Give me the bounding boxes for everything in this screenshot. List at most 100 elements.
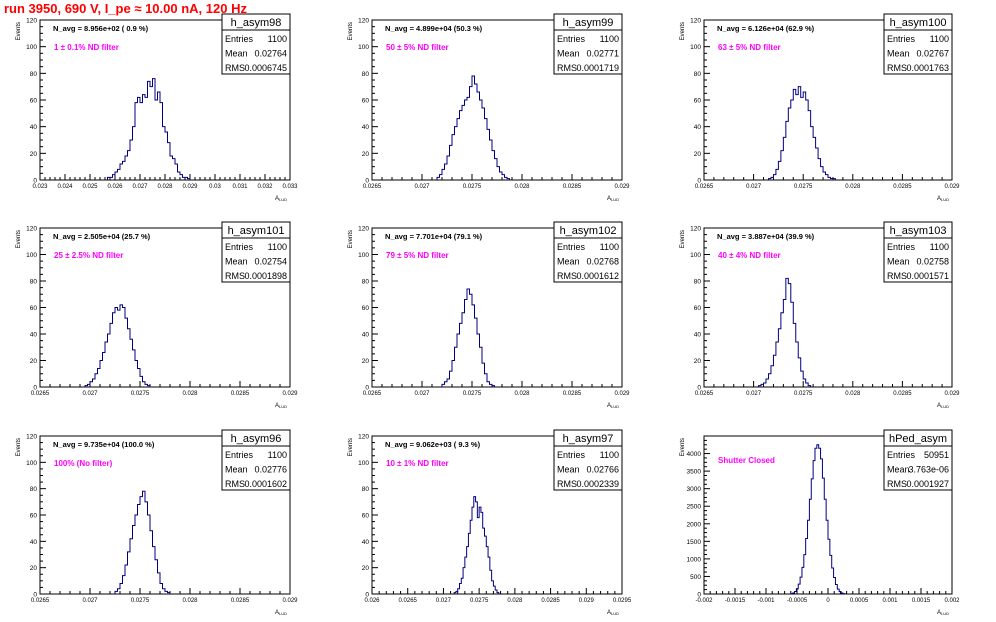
filter-label: Shutter Closed [718, 456, 775, 465]
y-tick-label: 120 [26, 18, 37, 25]
filter-label: 100% (No filter) [54, 459, 113, 468]
histogram-outline [441, 288, 495, 387]
histogram-panel-h_asym96: 0 20 40 60 80 100 120 0.0265 0.027 0.0275 0.028 0.0… [16, 429, 298, 616]
y-tick-label: 0 [33, 592, 37, 599]
y-tick-label: 80 [30, 71, 38, 78]
stats-value: 1100 [930, 242, 949, 252]
x-tick-label: 0.0285 [893, 391, 912, 397]
y-tick-label: 3000 [687, 486, 702, 493]
y-tick-label: 80 [30, 486, 38, 493]
stats-key: Mean [557, 49, 580, 59]
y-tick-label: 100 [26, 252, 37, 259]
stats-key: Entries [225, 242, 254, 252]
y-tick-label: 60 [30, 513, 38, 520]
stats-value: 1100 [268, 242, 287, 252]
x-tick-label: 0 [826, 598, 830, 604]
stats-value: 0.0001719 [576, 63, 619, 73]
x-tick-label: 0.028 [514, 184, 530, 190]
x-tick-label: 0.0285 [231, 598, 250, 604]
x-tick-label: 0.027 [746, 391, 762, 397]
y-tick-label: 20 [30, 565, 38, 572]
x-tick-label: 0.001 [882, 598, 898, 604]
x-tick-label: 0.028 [845, 184, 861, 190]
stats-value: 0.02764 [254, 49, 287, 59]
y-tick-label: 120 [358, 226, 369, 233]
histogram-outline [84, 304, 151, 387]
stats-value: 0.02758 [916, 257, 949, 267]
x-axis-subscript: LUD [611, 404, 619, 409]
x-tick-label: 0.028 [182, 598, 198, 604]
navg-label: N_avg = 6.126e+04 (62.9 %) [717, 24, 815, 33]
y-tick-label: 100 [358, 252, 369, 259]
x-axis-subscript: LUD [941, 404, 949, 409]
x-axis-label: ALUD [607, 196, 619, 202]
stats-key: Entries [557, 450, 586, 460]
stats-box [553, 445, 623, 491]
x-tick-label: 0.031 [232, 184, 248, 190]
stats-box [883, 445, 953, 491]
navg-label: N_avg = 7.701e+04 (79.1 %) [385, 232, 483, 241]
histogram-outline [114, 490, 171, 594]
y-tick-label: 100 [358, 460, 369, 467]
stats-box [221, 237, 291, 283]
x-tick-label: 0.033 [282, 184, 298, 190]
stats-box [221, 445, 291, 491]
navg-label: N_avg = 3.887e+04 (39.9 %) [717, 232, 815, 241]
y-tick-label: 0 [365, 178, 369, 185]
y-tick-label: 80 [694, 279, 702, 286]
histogram-panel-h_asym98: 0 20 40 60 80 100 120 0.023 0.024 0.025 0.026 0.027… [16, 13, 298, 202]
x-tick-label: 0.0265 [31, 598, 50, 604]
filter-label: 40 ± 4% ND filter [718, 251, 781, 260]
y-tick-label: 120 [358, 18, 369, 25]
x-tick-label: 0.0275 [131, 598, 150, 604]
stats-value: 1100 [600, 242, 619, 252]
histogram-panel-h_asym97: 0 20 40 60 80 100 120 0.026 0.0265 0.027 0.0275 0.0… [348, 429, 632, 616]
y-axis-label: Events [680, 22, 686, 40]
filter-label: 10 ± 1% ND filter [386, 459, 449, 468]
y-tick-label: 0 [697, 592, 701, 599]
x-axis-label: ALUD [275, 610, 287, 616]
y-axis-label: Events [16, 22, 22, 40]
stats-value: 0.0001898 [244, 271, 287, 281]
stats-value: 0.0001927 [906, 479, 949, 489]
x-tick-label: 0.0275 [794, 184, 813, 190]
filter-label: 79 ± 5% ND filter [386, 251, 449, 260]
stats-key: Entries [887, 450, 916, 460]
x-axis-label: ALUD [937, 196, 949, 202]
y-tick-label: 60 [362, 513, 370, 520]
y-tick-label: 0 [365, 385, 369, 392]
histogram-outline [758, 277, 812, 387]
x-tick-label: 0.0015 [912, 598, 931, 604]
y-tick-label: 40 [30, 332, 38, 339]
x-tick-label: 0.029 [614, 184, 630, 190]
x-tick-label: 0.0275 [463, 184, 482, 190]
y-tick-label: 60 [30, 305, 38, 312]
y-tick-label: 40 [694, 124, 702, 131]
x-tick-label: 0.0275 [794, 391, 813, 397]
histogram-title: h_asym100 [890, 17, 947, 29]
stats-key: RMS [225, 271, 245, 281]
y-tick-label: 80 [694, 71, 702, 78]
x-tick-label: 0.0005 [850, 598, 869, 604]
y-tick-label: 0 [33, 385, 37, 392]
y-tick-label: 20 [362, 565, 370, 572]
x-tick-label: 0.027 [414, 184, 430, 190]
x-tick-label: 0.023 [32, 184, 48, 190]
y-axis-label: Events [348, 22, 354, 40]
x-axis-subscript: LUD [941, 611, 949, 616]
y-tick-label: 2500 [687, 504, 702, 511]
stats-key: RMS [557, 63, 577, 73]
x-tick-label: 0.002 [944, 598, 960, 604]
y-axis-label: Events [680, 230, 686, 248]
x-tick-label: 0.027 [82, 598, 98, 604]
x-axis-subscript: LUD [279, 611, 287, 616]
y-tick-label: 40 [362, 539, 370, 546]
x-tick-label: 0.0265 [695, 184, 714, 190]
x-tick-label: -0.002 [695, 598, 713, 604]
y-tick-label: 1500 [687, 539, 702, 546]
histogram-title: h_asym103 [890, 225, 947, 237]
navg-label: N_avg = 4.899e+04 (50.3 %) [385, 24, 483, 33]
histogram-title: h_asym99 [563, 17, 614, 29]
y-tick-label: 500 [690, 574, 701, 581]
run-title: run 3950, 690 V, I_pe ≈ 10.00 nA, 120 Hz [4, 1, 247, 16]
